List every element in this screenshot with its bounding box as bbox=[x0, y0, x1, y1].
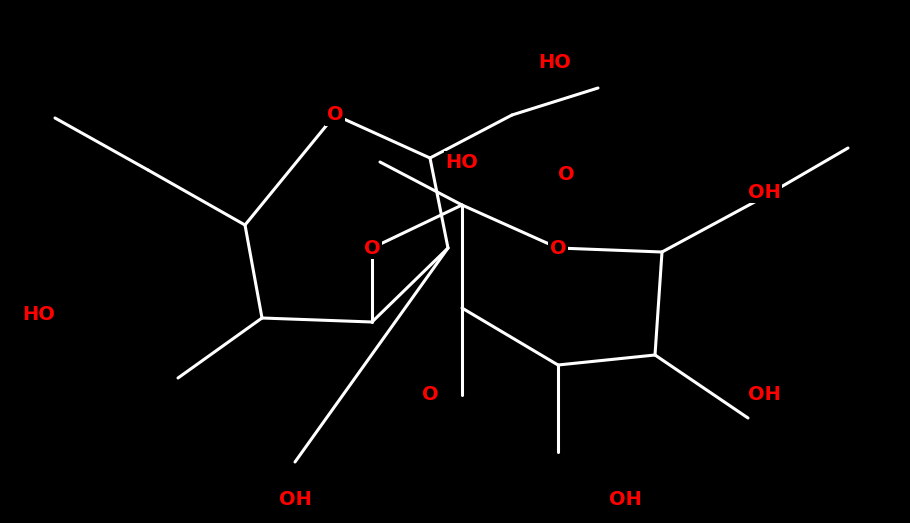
Text: OH: OH bbox=[748, 183, 781, 201]
Text: O: O bbox=[421, 385, 439, 404]
Text: OH: OH bbox=[609, 490, 642, 509]
Text: OH: OH bbox=[278, 490, 311, 509]
Text: OH: OH bbox=[748, 385, 781, 404]
Text: O: O bbox=[550, 238, 566, 257]
Text: HO: HO bbox=[22, 305, 55, 324]
Text: O: O bbox=[558, 165, 574, 185]
Text: O: O bbox=[364, 238, 380, 257]
Text: HO: HO bbox=[539, 52, 571, 72]
Text: O: O bbox=[327, 106, 343, 124]
Text: OH: OH bbox=[278, 490, 311, 509]
Text: HO: HO bbox=[445, 153, 478, 172]
Text: O: O bbox=[421, 385, 439, 404]
Text: OH: OH bbox=[609, 490, 642, 509]
Text: OH: OH bbox=[748, 385, 781, 404]
